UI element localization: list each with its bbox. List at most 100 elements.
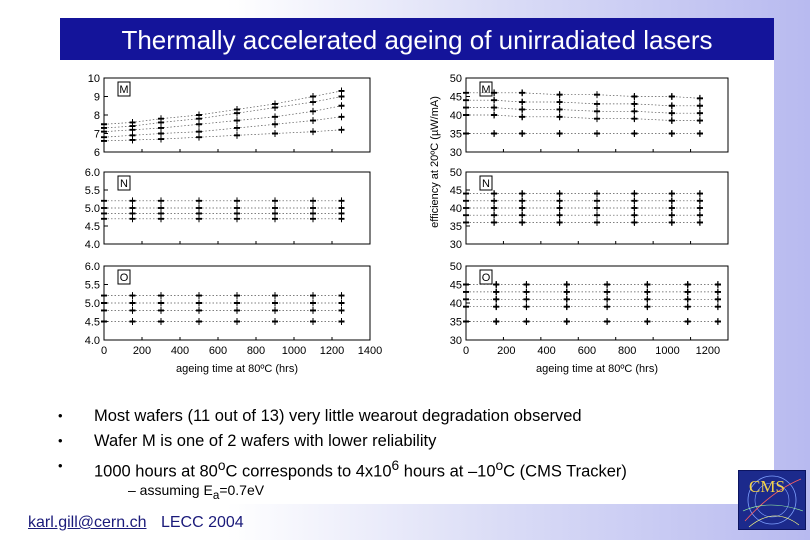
wafer-label: O xyxy=(120,272,129,284)
data-point xyxy=(668,204,675,211)
data-point xyxy=(158,197,164,204)
data-point xyxy=(493,281,500,288)
data-point xyxy=(604,318,611,325)
data-point xyxy=(463,288,469,295)
y-tick-label: 40 xyxy=(450,110,462,122)
data-point xyxy=(594,197,600,204)
wafer-label-box xyxy=(479,175,493,191)
y-tick-label: 5.5 xyxy=(85,185,100,197)
author-email-link[interactable]: karl.gill@cern.ch xyxy=(28,514,147,531)
footer: karl.gill@cern.ch LECC 2004 xyxy=(28,514,244,532)
data-point xyxy=(594,107,600,114)
data-point xyxy=(563,318,570,325)
superscript: o xyxy=(495,458,504,473)
data-point xyxy=(631,115,638,122)
data-point xyxy=(272,299,278,306)
data-point xyxy=(310,299,316,306)
data-point xyxy=(310,318,316,325)
data-point xyxy=(668,93,675,100)
data-point xyxy=(556,197,563,204)
data-point xyxy=(463,130,469,137)
data-point xyxy=(463,197,469,204)
data-point xyxy=(310,107,316,114)
data-point xyxy=(631,93,638,100)
data-point xyxy=(491,211,498,218)
data-point xyxy=(684,288,691,295)
bullet-text: Wafer M is one of 2 wafers with lower re… xyxy=(94,432,437,450)
y-axis-label: efficiency at 20ºC (µW/mA) xyxy=(429,96,441,228)
subscript: a xyxy=(212,488,220,502)
data-point xyxy=(594,204,600,211)
x-axis-label: ageing time at 80ºC (hrs) xyxy=(536,363,658,375)
data-point xyxy=(668,102,675,109)
data-point xyxy=(234,109,240,116)
x-axis-label: ageing time at 80ºC (hrs) xyxy=(176,363,298,375)
data-point xyxy=(714,318,721,325)
data-point xyxy=(158,204,164,211)
data-point xyxy=(310,209,316,216)
data-point xyxy=(491,89,498,96)
data-point xyxy=(696,117,703,124)
y-tick-label: 10 xyxy=(88,73,100,85)
data-point xyxy=(272,306,278,313)
data-point xyxy=(129,299,136,306)
data-point xyxy=(631,100,638,107)
series-line xyxy=(466,99,700,107)
data-point xyxy=(463,111,469,118)
y-tick-label: 8 xyxy=(94,110,100,122)
x-tick-label: 1000 xyxy=(655,345,679,357)
data-point xyxy=(668,130,675,137)
data-point xyxy=(684,318,691,325)
data-point xyxy=(463,204,469,211)
wafer-label-box xyxy=(479,81,493,97)
y-tick-label: 40 xyxy=(450,298,462,310)
data-point xyxy=(338,215,345,222)
data-point xyxy=(519,211,526,218)
x-tick-label: 1200 xyxy=(696,345,720,357)
data-point xyxy=(158,118,164,125)
data-point xyxy=(338,292,345,299)
data-point xyxy=(631,218,638,225)
data-point xyxy=(463,89,469,96)
data-point xyxy=(196,128,202,135)
data-point xyxy=(714,303,721,310)
data-point xyxy=(644,281,651,288)
y-tick-label: 9 xyxy=(94,92,100,104)
chart-panel: 30 35 40 45 50 0 200 400 600 800 1000 1200 ageing ti… xyxy=(450,261,729,375)
data-point xyxy=(491,190,498,197)
data-point xyxy=(338,204,345,211)
y-tick-label: 30 xyxy=(450,239,462,251)
data-point xyxy=(196,299,202,306)
sub-bullet-text: =0.7eV xyxy=(219,482,265,498)
data-point xyxy=(310,197,316,204)
data-point xyxy=(604,281,611,288)
data-point xyxy=(491,111,498,118)
data-point xyxy=(234,318,240,325)
data-point xyxy=(234,292,240,299)
y-tick-label: 45 xyxy=(450,280,462,292)
data-point xyxy=(196,292,202,299)
data-point xyxy=(668,218,675,225)
data-point xyxy=(644,288,651,295)
series-line xyxy=(466,107,700,114)
data-point xyxy=(668,190,675,197)
data-point xyxy=(338,93,345,100)
data-point xyxy=(563,303,570,310)
data-point xyxy=(101,137,107,144)
data-point xyxy=(310,306,316,313)
data-point xyxy=(556,190,563,197)
x-tick-label: 600 xyxy=(209,345,227,357)
data-point xyxy=(158,292,164,299)
data-point xyxy=(684,295,691,302)
data-point xyxy=(604,288,611,295)
chart-panel: 4.0 4.5 5.0 5.5 6.0 0 200 400 600 800 1000 1200 1400… xyxy=(85,261,383,375)
data-point xyxy=(563,281,570,288)
data-point xyxy=(158,215,164,222)
y-tick-label: 35 xyxy=(450,317,462,329)
data-point xyxy=(519,218,526,225)
data-point xyxy=(338,209,345,216)
data-point xyxy=(129,126,136,133)
x-tick-label: 1200 xyxy=(320,345,344,357)
x-tick-label: 600 xyxy=(578,345,596,357)
